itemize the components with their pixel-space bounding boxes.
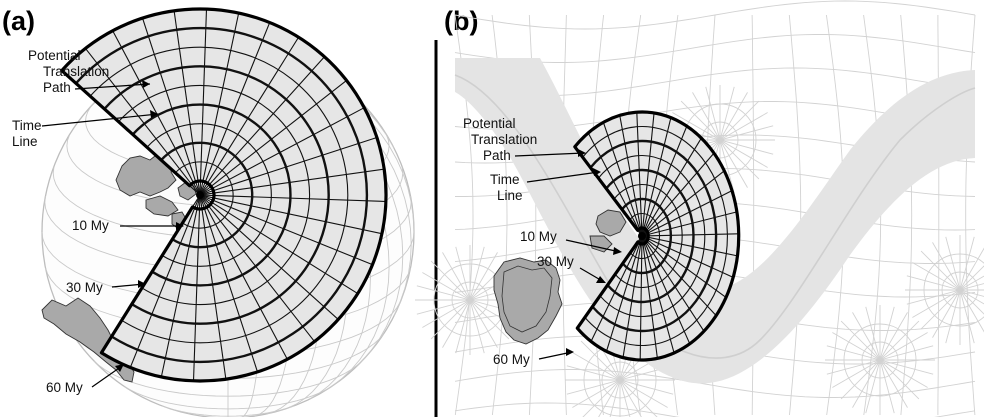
label-translation-b: Translation	[471, 132, 537, 147]
label-30my-b: 30 My	[537, 254, 574, 269]
arrow-path-a	[74, 83, 151, 90]
continent-small-a2	[145, 195, 179, 217]
arrowhead-path-b	[578, 149, 586, 157]
label-60my-b: 60 My	[493, 352, 530, 367]
panel-a-label: (a)	[2, 6, 35, 36]
pole-ray	[826, 345, 934, 375]
pole-ring	[923, 253, 984, 327]
sector-pivot	[638, 232, 646, 240]
continent-africa-a	[41, 297, 135, 383]
sector-time-arc	[89, 46, 349, 344]
arrow-time-a	[41, 113, 159, 127]
map-meridian-line	[900, 14, 913, 416]
annotations-a: Potential Translation Path Time Line 10 …	[12, 48, 184, 395]
label-10my-b: 10 My	[520, 229, 557, 244]
pole-ray	[906, 283, 984, 305]
arrow-time-b	[526, 171, 600, 183]
label-path-b: Path	[483, 148, 511, 163]
sector-time-arc	[589, 139, 718, 333]
continent-small-b1	[595, 209, 627, 237]
sector-time-arc	[621, 197, 673, 275]
band-centerline-b	[454, 74, 976, 359]
translation-sector-a	[60, 7, 388, 383]
arrowhead-10my-a	[176, 222, 184, 230]
arrow-60my-a	[91, 365, 123, 388]
pole-ring	[451, 281, 489, 319]
pole-ray	[566, 365, 674, 395]
sector-time-arc	[605, 168, 695, 304]
map-meridian-line	[788, 14, 802, 416]
arrowhead-60my-b	[566, 348, 574, 356]
continents-b	[493, 209, 627, 345]
continent-africa-b-inner	[501, 265, 553, 333]
label-translation-a: Translation	[43, 64, 109, 79]
sector-time-arc	[75, 26, 369, 364]
arrowhead-path-a	[142, 80, 150, 88]
sector-time-arc	[103, 65, 330, 325]
arrowhead-30my-a	[138, 280, 146, 288]
pole-ring	[601, 361, 639, 399]
label-time-a: Time	[12, 118, 42, 133]
panel-b: (b) Potential Translation Path Time Line…	[415, 0, 984, 417]
arrowhead-60my-a	[115, 364, 124, 372]
sector-time-arc	[160, 141, 254, 249]
label-line-a: Line	[12, 134, 38, 149]
translation-sector-b	[573, 110, 741, 362]
sector-time-arc	[629, 213, 661, 260]
sector-time-arc	[174, 161, 234, 229]
label-potential-b: Potential	[463, 116, 516, 131]
sector-time-arc	[131, 103, 292, 287]
panel-a: (a) Potential Translation Path Time Line…	[2, 6, 415, 417]
panel-b-label: (b)	[444, 6, 478, 36]
pole-ring	[861, 341, 899, 379]
sector-time-arc	[582, 125, 728, 347]
arrow-10my-b	[565, 239, 621, 253]
label-10my-a: 10 My	[72, 218, 109, 233]
pole-ring	[843, 323, 917, 397]
map-parallel-line	[454, 369, 976, 398]
arrow-path-b	[514, 152, 585, 157]
sector-time-arc	[613, 184, 683, 289]
arrowhead-time-a	[150, 110, 158, 118]
map-parallel-line	[454, 402, 976, 417]
continent-africa-b	[493, 257, 563, 345]
sector-time-arc	[118, 84, 311, 306]
arrowhead-time-b	[593, 168, 601, 176]
continent-australia-a	[115, 151, 177, 197]
annotations-b: Potential Translation Path Time Line 10 …	[463, 116, 622, 367]
parallel-line	[162, 405, 294, 417]
label-time-b: Time	[490, 172, 520, 187]
label-60my-a: 60 My	[46, 380, 83, 395]
map-meridian-line	[937, 15, 940, 415]
label-30my-a: 30 My	[66, 280, 103, 295]
sector-time-arc	[597, 154, 706, 318]
label-path-a: Path	[43, 80, 71, 95]
label-potential-a: Potential	[28, 48, 81, 63]
pole-ring	[941, 271, 979, 309]
sector-time-arc	[146, 123, 272, 267]
parallel-line	[124, 386, 332, 410]
label-line-b: Line	[497, 188, 523, 203]
arrowhead-10my-b	[613, 247, 622, 255]
sector-outline	[573, 110, 741, 362]
arrowhead-30my-b	[596, 276, 606, 283]
continents-a	[41, 151, 197, 383]
sector-pivot	[196, 191, 204, 199]
sector-outline	[60, 7, 388, 383]
parallel-line	[93, 360, 363, 397]
